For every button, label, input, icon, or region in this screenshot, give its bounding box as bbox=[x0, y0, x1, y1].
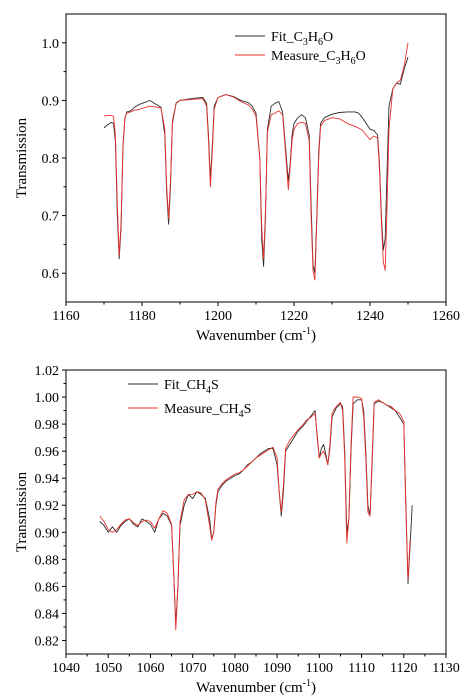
series-line-fit bbox=[99, 399, 413, 625]
y-axis-title: Transmission bbox=[14, 117, 30, 198]
x-tick-label: 1080 bbox=[221, 661, 249, 676]
chart-top-c3h6o: 1160 1180 1200 1220 1240 1260 0.6 0.7 0.8 0.9 1.0 W… bbox=[14, 13, 460, 344]
y-tick-label: 1.02 bbox=[35, 364, 60, 379]
x-tick-label: 1070 bbox=[179, 661, 207, 676]
y-tick-label: 1.0 bbox=[42, 37, 60, 52]
y-tick-label: 0.86 bbox=[35, 580, 60, 595]
plot-frame bbox=[65, 369, 447, 655]
x-tick-label: 1100 bbox=[306, 661, 333, 676]
x-tick-label: 1120 bbox=[390, 661, 417, 676]
series-line-fit bbox=[103, 57, 409, 274]
y-tick-label: 0.88 bbox=[35, 553, 60, 568]
y-tick-label: 0.84 bbox=[35, 607, 60, 622]
y-tick-label: 1.00 bbox=[35, 391, 60, 406]
x-axis-title: Wavenumber (cm-1) bbox=[196, 678, 316, 696]
y-tick-label: 0.90 bbox=[35, 526, 60, 541]
legend-label-fit: Fit_CH4S bbox=[164, 378, 219, 396]
x-axis-title: Wavenumber (cm-1) bbox=[196, 326, 316, 344]
y-tick-label: 0.8 bbox=[42, 152, 60, 167]
chart-bottom-ch4s: 1040 1050 1060 1070 1080 1090 1100 1110 1120 1130… bbox=[14, 364, 460, 696]
x-tick-label: 1260 bbox=[432, 309, 460, 324]
x-tick-label: 1040 bbox=[52, 661, 80, 676]
x-tick-label: 1160 bbox=[52, 309, 79, 324]
legend-label-fit: Fit_C3H6O bbox=[271, 30, 333, 48]
series-line-measure bbox=[103, 42, 409, 281]
y-tick-label: 0.96 bbox=[35, 445, 60, 460]
x-tick-label: 1180 bbox=[128, 309, 155, 324]
x-tick-label: 1200 bbox=[204, 309, 232, 324]
series-line-measure bbox=[99, 396, 411, 631]
y-tick-label: 0.98 bbox=[35, 418, 60, 433]
x-tick-label: 1060 bbox=[136, 661, 164, 676]
legend-label-measure: Measure_CH4S bbox=[164, 402, 251, 420]
y-tick-label: 0.7 bbox=[42, 210, 60, 225]
x-tick-label: 1220 bbox=[280, 309, 308, 324]
x-tick-label: 1130 bbox=[432, 661, 459, 676]
y-tick-label: 0.9 bbox=[42, 94, 60, 109]
x-tick-label: 1090 bbox=[263, 661, 291, 676]
y-tick-label: 0.94 bbox=[35, 472, 60, 487]
y-tick-label: 0.6 bbox=[42, 267, 60, 282]
x-tick-label: 1110 bbox=[348, 661, 375, 676]
y-axis-title: Transmission bbox=[14, 471, 30, 552]
y-tick-label: 0.82 bbox=[35, 634, 60, 649]
x-tick-label: 1240 bbox=[356, 309, 384, 324]
legend-label-measure: Measure_C3H6O bbox=[271, 49, 366, 67]
y-tick-label: 0.92 bbox=[35, 499, 60, 514]
x-tick-label: 1050 bbox=[94, 661, 122, 676]
